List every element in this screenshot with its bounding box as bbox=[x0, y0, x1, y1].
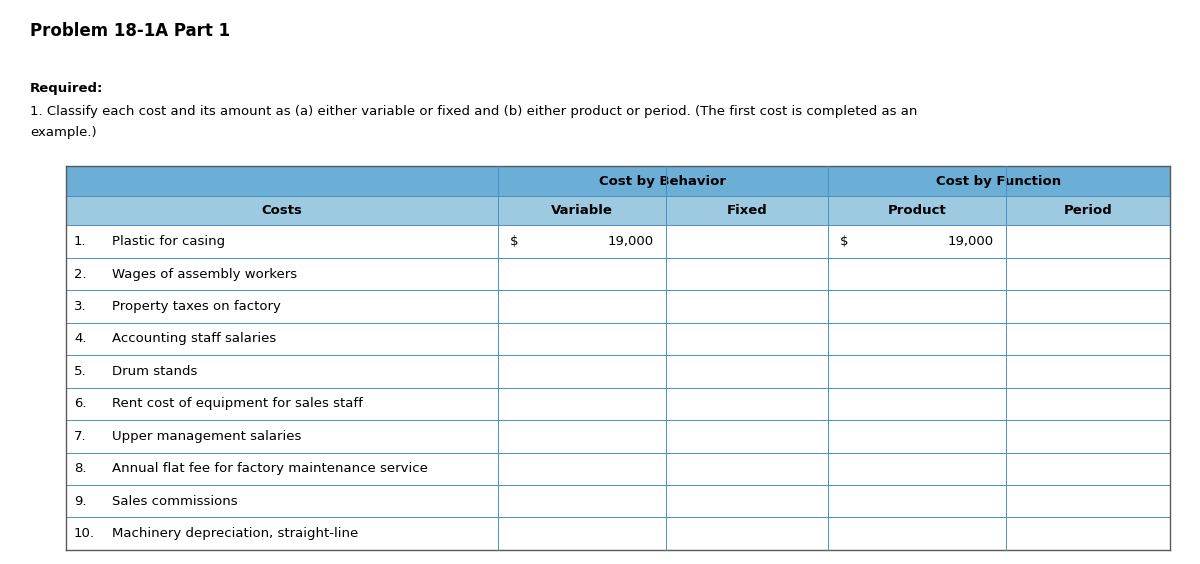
Text: Upper management salaries: Upper management salaries bbox=[112, 430, 301, 443]
Text: Machinery depreciation, straight-line: Machinery depreciation, straight-line bbox=[112, 527, 358, 540]
Bar bbox=[66, 258, 1170, 290]
Text: Property taxes on factory: Property taxes on factory bbox=[112, 300, 281, 313]
Text: Product: Product bbox=[888, 204, 946, 217]
Text: Wages of assembly workers: Wages of assembly workers bbox=[112, 267, 296, 280]
Bar bbox=[828, 166, 1170, 196]
Text: 2.: 2. bbox=[74, 267, 86, 280]
Bar bbox=[498, 196, 666, 226]
Bar bbox=[66, 323, 1170, 355]
Text: Variable: Variable bbox=[551, 204, 613, 217]
Bar bbox=[1006, 196, 1170, 226]
Text: 19,000: 19,000 bbox=[948, 235, 994, 248]
Text: Sales commissions: Sales commissions bbox=[112, 495, 238, 508]
Text: Costs: Costs bbox=[262, 204, 302, 217]
Text: Accounting staff salaries: Accounting staff salaries bbox=[112, 332, 276, 346]
Bar bbox=[66, 196, 498, 226]
Text: $: $ bbox=[840, 235, 848, 248]
Text: Period: Period bbox=[1063, 204, 1112, 217]
Text: Annual flat fee for factory maintenance service: Annual flat fee for factory maintenance … bbox=[112, 462, 427, 475]
Bar bbox=[66, 517, 1170, 550]
Text: Cost by Function: Cost by Function bbox=[936, 175, 1062, 188]
Text: Required:: Required: bbox=[30, 82, 103, 95]
Text: 4.: 4. bbox=[74, 332, 86, 346]
Bar bbox=[66, 166, 498, 196]
Bar bbox=[66, 387, 1170, 420]
Bar bbox=[66, 226, 1170, 258]
Text: example.): example.) bbox=[30, 126, 97, 139]
Bar bbox=[66, 290, 1170, 323]
Text: 9.: 9. bbox=[74, 495, 86, 508]
Text: Rent cost of equipment for sales staff: Rent cost of equipment for sales staff bbox=[112, 398, 362, 411]
Text: 1. Classify each cost and its amount as (a) either variable or fixed and (b) eit: 1. Classify each cost and its amount as … bbox=[30, 105, 917, 118]
Bar bbox=[66, 485, 1170, 517]
Text: 6.: 6. bbox=[74, 398, 86, 411]
Bar bbox=[666, 196, 828, 226]
Bar bbox=[828, 196, 1006, 226]
Bar bbox=[498, 166, 828, 196]
Text: 10.: 10. bbox=[74, 527, 95, 540]
Text: 8.: 8. bbox=[74, 462, 86, 475]
Text: 19,000: 19,000 bbox=[608, 235, 654, 248]
Text: 5.: 5. bbox=[74, 365, 86, 378]
Bar bbox=[66, 355, 1170, 387]
Text: 1.: 1. bbox=[74, 235, 86, 248]
Bar bbox=[66, 452, 1170, 485]
Text: Fixed: Fixed bbox=[727, 204, 767, 217]
Text: Cost by Behavior: Cost by Behavior bbox=[600, 175, 726, 188]
Text: Drum stands: Drum stands bbox=[112, 365, 197, 378]
Text: $: $ bbox=[510, 235, 518, 248]
Text: Problem 18-1A Part 1: Problem 18-1A Part 1 bbox=[30, 22, 230, 40]
Text: 3.: 3. bbox=[74, 300, 86, 313]
Text: 7.: 7. bbox=[74, 430, 86, 443]
Bar bbox=[66, 420, 1170, 452]
Text: Plastic for casing: Plastic for casing bbox=[112, 235, 224, 248]
